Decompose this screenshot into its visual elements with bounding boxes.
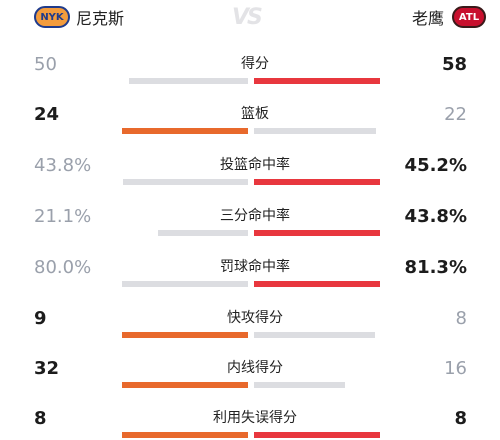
stat-row: 8 利用失误得分 8 — [0, 408, 500, 440]
home-stat-bar — [122, 432, 248, 438]
matchup-header: NYK 尼克斯 VS 老鹰 ATL — [0, 0, 500, 36]
stat-label: 投篮命中率 — [220, 157, 290, 173]
away-team-name: 老鹰 — [411, 9, 444, 28]
home-stat-bar — [123, 179, 248, 185]
home-stat-value: 43.8% — [34, 155, 92, 176]
away-stat-value: 81.3% — [404, 257, 467, 278]
away-stat-bar — [254, 230, 380, 236]
home-team-name: 尼克斯 — [76, 9, 125, 28]
home-stat-value: 9 — [34, 308, 47, 329]
knicks-logo-icon: NYK — [34, 6, 70, 28]
home-stat-bar — [129, 78, 248, 84]
home-stat-value: 32 — [34, 358, 60, 379]
stat-label: 利用失误得分 — [213, 410, 297, 426]
away-stat-bar — [254, 332, 375, 338]
stat-row: 80.0% 罚球命中率 81.3% — [0, 257, 500, 307]
away-stat-value: 8 — [455, 308, 467, 329]
stat-row: 9 快攻得分 8 — [0, 308, 500, 358]
away-stat-bar — [254, 128, 376, 134]
away-stat-bar — [254, 382, 345, 388]
stat-label: 内线得分 — [227, 360, 283, 376]
home-team[interactable]: NYK 尼克斯 — [34, 6, 124, 28]
home-stat-value: 21.1% — [34, 206, 92, 227]
away-stat-value: 58 — [441, 54, 467, 75]
home-stat-value: 50 — [34, 54, 57, 75]
away-stat-bar — [254, 432, 380, 438]
stat-label: 篮板 — [241, 106, 269, 122]
home-stat-bar — [122, 332, 248, 338]
stat-label: 三分命中率 — [220, 208, 290, 224]
away-stat-value: 22 — [444, 104, 467, 125]
stat-row: 32 内线得分 16 — [0, 358, 500, 408]
away-stat-bar — [254, 281, 380, 287]
home-stat-bar — [122, 281, 248, 287]
home-stat-bar — [122, 128, 248, 134]
home-stat-bar — [122, 382, 248, 388]
away-stat-value: 43.8% — [404, 206, 467, 227]
away-stat-value: 8 — [454, 408, 467, 429]
away-team[interactable]: 老鹰 ATL — [412, 6, 486, 28]
stat-row: 24 篮板 22 — [0, 104, 500, 154]
stat-label: 快攻得分 — [227, 310, 283, 326]
stat-label: 罚球命中率 — [220, 259, 290, 275]
home-stat-value: 24 — [34, 104, 60, 125]
hawks-logo-icon: ATL — [452, 6, 486, 28]
vs-mark: VS — [232, 5, 263, 30]
away-stat-value: 16 — [444, 358, 467, 379]
stat-row: 43.8% 投篮命中率 45.2% — [0, 155, 500, 205]
stat-row: 21.1% 三分命中率 43.8% — [0, 206, 500, 256]
stat-label: 得分 — [241, 56, 269, 72]
stat-row: 50 得分 58 — [0, 54, 500, 104]
away-stat-bar — [254, 179, 380, 185]
away-stat-bar — [254, 78, 380, 84]
home-stat-value: 8 — [34, 408, 47, 429]
home-stat-bar — [158, 230, 248, 236]
home-stat-value: 80.0% — [34, 257, 92, 278]
away-stat-value: 45.2% — [404, 155, 467, 176]
